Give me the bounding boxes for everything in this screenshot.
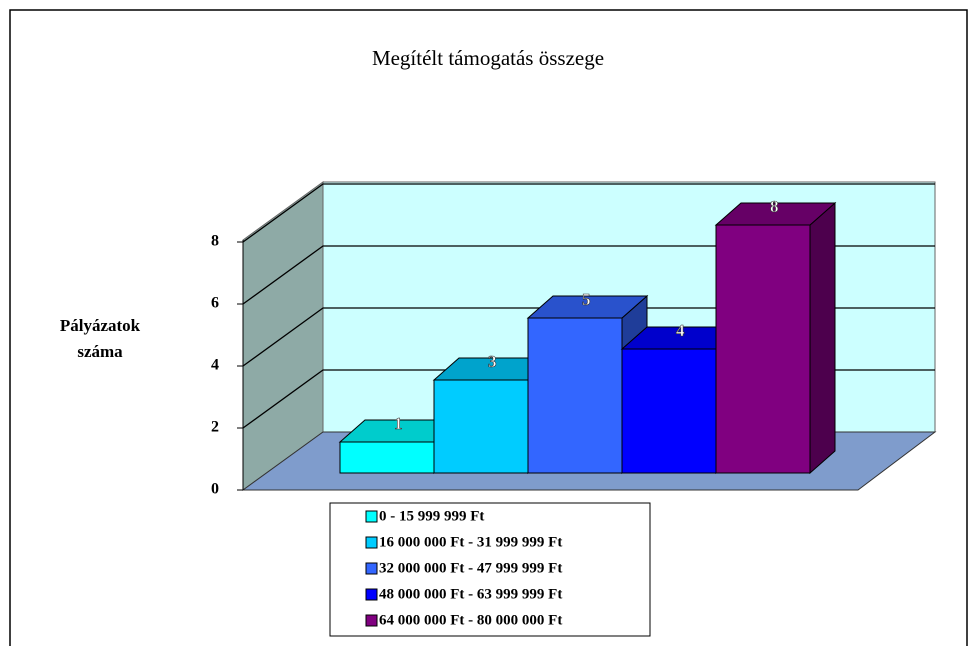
bar <box>339 441 435 474</box>
legend <box>329 502 651 637</box>
legend-swatch <box>365 614 378 627</box>
y-tick-label: 6 <box>211 295 219 312</box>
y-tick-label: 8 <box>211 233 219 250</box>
grid-line <box>242 183 935 243</box>
data-label: 8 <box>770 197 779 216</box>
data-label: 3 <box>488 352 497 371</box>
bar <box>621 348 717 474</box>
y-tick-label: 2 <box>211 419 219 436</box>
data-label: 4 <box>676 321 685 340</box>
y-axis-label: Pályázatok száma <box>60 316 141 361</box>
data-label: 1 <box>394 414 403 433</box>
bar-side <box>809 201 836 475</box>
chart-title: Megítélt támogatás összege <box>372 46 604 70</box>
legend-label: 64 000 000 Ft - 80 000 000 Ft <box>379 612 562 628</box>
legend-label: 48 000 000 Ft - 63 999 999 Ft <box>379 586 562 602</box>
legend-swatch <box>365 588 378 601</box>
data-label: 5 <box>582 290 591 309</box>
legend-label: 16 000 000 Ft - 31 999 999 Ft <box>379 534 562 550</box>
legend-label: 32 000 000 Ft - 47 999 999 Ft <box>379 560 562 576</box>
bar <box>527 317 623 474</box>
legend-label: 0 - 15 999 999 Ft <box>379 508 484 524</box>
legend-swatch <box>365 562 378 575</box>
bar <box>715 224 811 474</box>
frame <box>9 9 968 646</box>
legend-swatch <box>365 510 378 523</box>
y-tick-label: 0 <box>211 481 219 498</box>
legend-swatch <box>365 536 378 549</box>
bar <box>433 379 529 474</box>
y-tick-label: 4 <box>211 357 219 374</box>
